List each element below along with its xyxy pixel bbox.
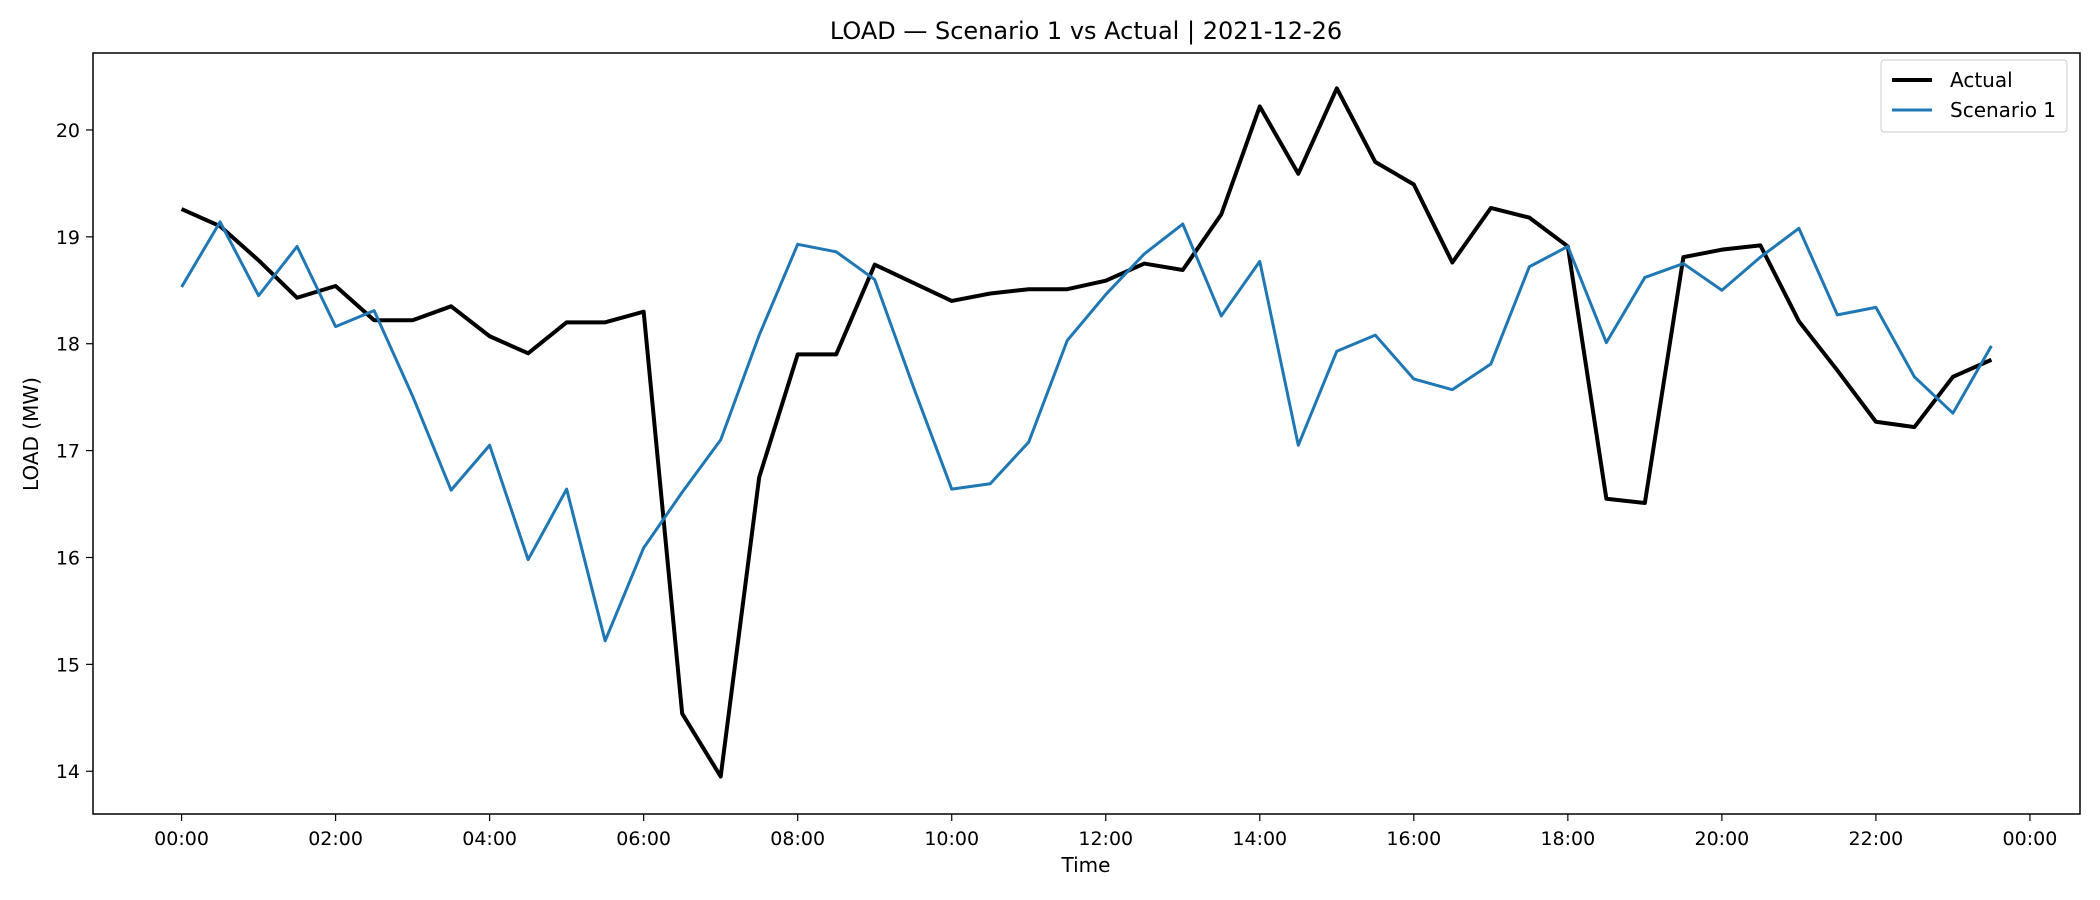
x-axis-label: Time [1061,853,1111,877]
x-tick-label: 20:00 [1694,828,1749,850]
x-tick-label: 18:00 [1540,828,1595,850]
y-tick-label: 14 [56,761,80,783]
y-tick-label: 19 [56,227,80,249]
series-line-scenario-1 [180,220,1993,643]
plot-frame [92,52,2081,815]
y-tick-label: 15 [56,654,80,676]
y-tick-label: 17 [56,441,80,463]
y-axis-label: LOAD (MW) [19,377,43,491]
x-tick-label: 08:00 [770,828,825,850]
y-tick-label: 20 [56,120,80,142]
legend: Actual Scenario 1 [1880,59,2068,133]
y-tick-label: 18 [56,334,80,356]
x-tick-label: 22:00 [1849,828,1904,850]
chart-title: LOAD — Scenario 1 vs Actual | 2021-12-26 [830,17,1342,45]
x-axis: 00:00 02:00 04:00 06:00 08:00 10:00 12:00 14:00… [154,814,2057,850]
x-tick-label: 02:00 [308,828,363,850]
x-tick-label: 10:00 [924,828,979,850]
series-line-actual [180,86,1993,779]
plot-area [93,53,2080,814]
x-tick-label: 12:00 [1078,828,1133,850]
y-axis: 14 15 16 17 18 19 20 [56,120,93,783]
x-tick-label: 06:00 [616,828,671,850]
legend-label-actual: Actual [1950,68,2013,92]
x-tick-label: 00:00 [154,828,209,850]
series-layer [180,86,1993,779]
x-tick-label: 16:00 [1386,828,1441,850]
legend-label-scenario-1: Scenario 1 [1950,98,2056,122]
x-tick-label: 04:00 [462,828,517,850]
x-tick-label: 00:00 [2003,828,2058,850]
y-tick-label: 16 [56,547,80,569]
x-tick-label: 14:00 [1232,828,1287,850]
